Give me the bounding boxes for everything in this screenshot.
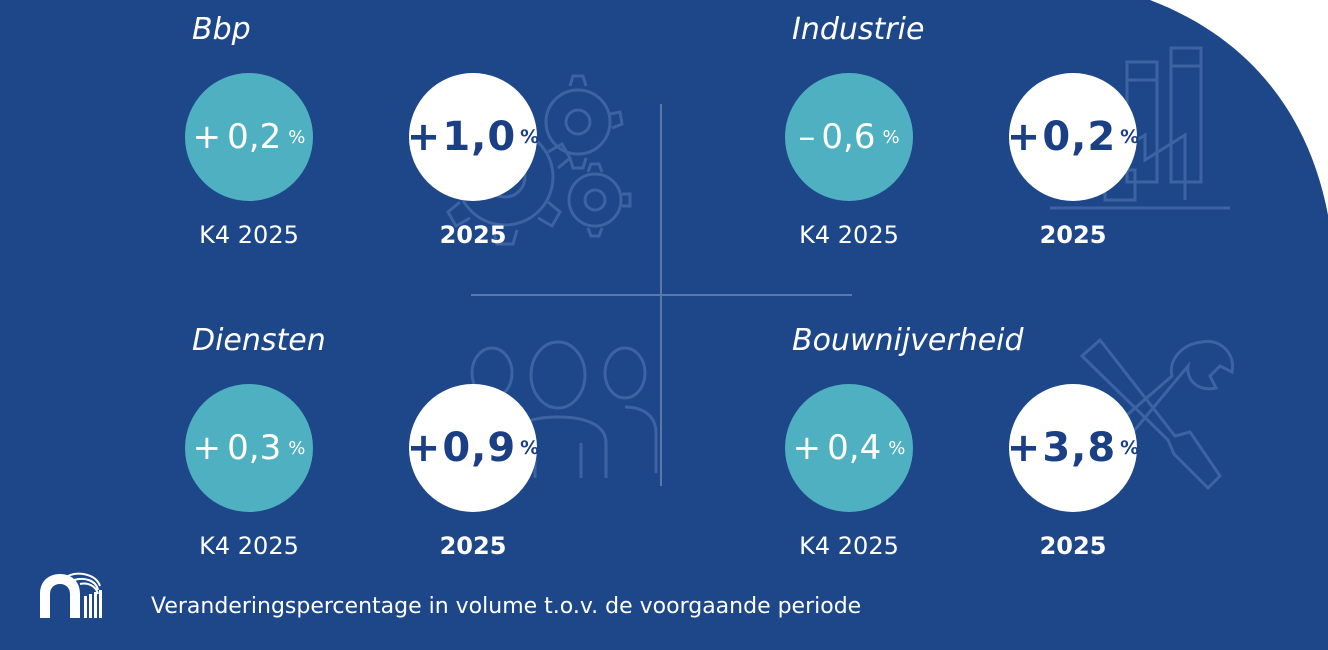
panel-title: Bouwnijverheid — [792, 323, 1024, 358]
value-number: 0,4 — [827, 428, 882, 468]
year-label: 2025 — [1039, 221, 1107, 249]
value-unit: % — [520, 437, 540, 459]
value-sign: + — [192, 117, 222, 157]
panel-title: Diensten — [192, 323, 326, 358]
value-number: 3,8 — [1042, 425, 1117, 471]
nbb-logo-icon — [40, 572, 102, 618]
year-label: 2025 — [439, 532, 507, 560]
value-sign: – — [798, 117, 816, 157]
panel-title: Bbp — [192, 12, 251, 47]
panel-bbp: Bbp +0,2% +1,0% K4 2025 2025 — [180, 0, 740, 300]
value-sign: + — [406, 425, 441, 471]
panel-industrie: Industrie –0,6% +0,2% K4 2025 2025 — [780, 0, 1328, 300]
quarter-value-circle: +0,3% — [185, 384, 313, 512]
panel-diensten: Diensten +0,3% +0,9% K4 2025 2025 — [180, 311, 740, 611]
quarter-label: K4 2025 — [799, 532, 899, 560]
year-label: 2025 — [439, 221, 507, 249]
value-sign: + — [1006, 114, 1041, 160]
panel-bouwnijverheid: Bouwnijverheid +0,4% +3,8% K4 2025 2025 — [780, 311, 1328, 611]
footer-caption: Veranderingspercentage in volume t.o.v. … — [151, 594, 862, 619]
value-unit: % — [520, 126, 540, 148]
value-number: 0,9 — [442, 425, 517, 471]
value-sign: + — [192, 428, 222, 468]
value-sign: + — [792, 428, 822, 468]
quarter-label: K4 2025 — [199, 532, 299, 560]
value-number: 0,2 — [1042, 114, 1117, 160]
value-unit: % — [882, 126, 900, 148]
year-value-circle: +0,9% — [406, 384, 540, 512]
value-unit: % — [888, 437, 906, 459]
quarter-value-circle: +0,4% — [785, 384, 913, 512]
year-value-circle: +1,0% — [406, 73, 540, 201]
value-number: 1,0 — [442, 114, 517, 160]
value-unit: % — [1120, 126, 1140, 148]
value-sign: + — [406, 114, 441, 160]
year-value-circle: +0,2% — [1006, 73, 1140, 201]
quarter-label: K4 2025 — [799, 221, 899, 249]
quarter-value-circle: +0,2% — [185, 73, 313, 201]
value-sign: + — [1006, 425, 1041, 471]
value-unit: % — [288, 437, 306, 459]
value-number: 0,6 — [821, 117, 876, 157]
value-unit: % — [1120, 437, 1140, 459]
year-label: 2025 — [1039, 532, 1107, 560]
quarter-label: K4 2025 — [199, 221, 299, 249]
panel-title: Industrie — [792, 12, 925, 47]
year-value-circle: +3,8% — [1006, 384, 1140, 512]
value-number: 0,3 — [227, 428, 282, 468]
quarter-value-circle: –0,6% — [785, 73, 913, 201]
value-unit: % — [288, 126, 306, 148]
value-number: 0,2 — [227, 117, 282, 157]
